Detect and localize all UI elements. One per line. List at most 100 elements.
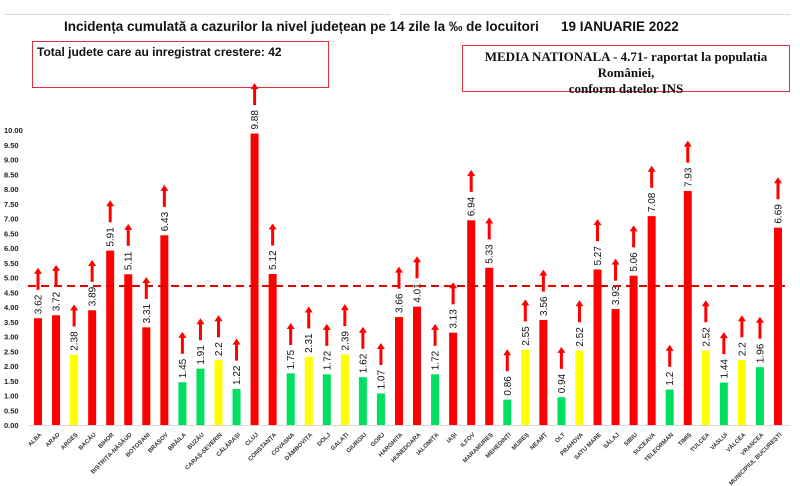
data-label: 2.55 (521, 326, 532, 346)
bar (539, 319, 548, 425)
trend-arrow-up-icon (214, 315, 223, 322)
bar (647, 216, 656, 425)
data-label: 5.11 (124, 251, 135, 270)
bar (286, 373, 295, 425)
top-rule (5, 14, 390, 15)
data-label: 2.2 (737, 342, 748, 356)
x-tick-label: SĂLAJ (602, 431, 621, 450)
data-label: 5.91 (106, 227, 117, 247)
trend-arrow-up-icon (774, 177, 782, 184)
x-tick-label: ARAD (45, 432, 62, 449)
y-tick-label: 9.50 (4, 141, 19, 150)
trend-arrow-up-icon (268, 223, 277, 230)
bar (665, 389, 674, 425)
trend-arrow-up-icon (70, 304, 79, 311)
trend-arrow-up-icon (88, 259, 97, 266)
data-label: 3.31 (142, 303, 153, 323)
y-tick-label: 5.00 (4, 274, 19, 283)
trend-arrow-up-icon (683, 140, 692, 147)
x-tick-label: BACĂU (77, 431, 97, 451)
data-label: 1.62 (358, 353, 369, 373)
trend-arrow-up-icon (647, 165, 656, 172)
trend-arrow-up-icon (106, 200, 115, 207)
trend-arrow-up-icon (737, 315, 746, 322)
bar (394, 317, 403, 425)
trend-arrow-up-icon (467, 169, 476, 176)
chart-title: Incidența cumulată a cazurilor la nivel … (64, 19, 539, 34)
bar (593, 269, 602, 425)
y-tick-label: 0.50 (4, 406, 19, 415)
bar (503, 399, 512, 425)
data-label: 2.39 (340, 331, 351, 351)
y-tick-label: 3.00 (4, 333, 19, 342)
data-label: 5.27 (593, 246, 604, 266)
data-label: 2.38 (70, 331, 81, 351)
x-tick-label: CLUJ (245, 432, 260, 447)
bar (88, 310, 97, 425)
bar (124, 274, 133, 425)
national-average-line1: MEDIA NATIONALA - 4.71- raportat la popu… (484, 49, 768, 80)
national-average-box: MEDIA NATIONALA - 4.71- raportat la popu… (462, 45, 790, 96)
bar (214, 360, 223, 425)
trend-arrow-up-icon (322, 323, 331, 330)
national-average-line2: conform datelor INS (568, 81, 684, 96)
trend-arrow-up-icon (124, 223, 133, 230)
data-label: 2.52 (701, 327, 712, 347)
bar (106, 250, 115, 425)
bar (358, 377, 367, 425)
trend-arrow-up-icon (557, 346, 566, 353)
y-tick-label: 10.00 (4, 126, 23, 135)
bar (52, 315, 61, 425)
y-tick-label: 0.00 (4, 421, 19, 430)
trend-arrow-up-icon (394, 266, 403, 273)
bar (142, 327, 151, 425)
trend-arrow-up-icon (431, 323, 440, 330)
trend-arrow-up-icon (160, 184, 169, 191)
bar (304, 356, 313, 425)
bar (431, 374, 440, 425)
data-label: 1.07 (376, 370, 387, 390)
data-label: 0.94 (557, 373, 568, 393)
data-label: 2.2 (214, 342, 225, 356)
top-rule (400, 14, 790, 15)
bar (34, 318, 42, 425)
trend-arrow-up-icon (611, 258, 620, 265)
y-tick-label: 1.00 (4, 392, 19, 401)
y-tick-label: 2.50 (4, 347, 19, 356)
trend-arrow-up-icon (34, 267, 42, 274)
data-label: 7.08 (647, 192, 658, 212)
data-label: 0.86 (503, 376, 514, 396)
x-tick-label: ALBA (27, 432, 43, 448)
data-label: 1.72 (431, 350, 442, 370)
bar (611, 309, 620, 425)
data-label: 5.33 (485, 244, 496, 264)
trend-arrow-up-icon (503, 349, 512, 356)
y-tick-label: 4.00 (4, 303, 19, 312)
bar (232, 389, 241, 425)
x-tick-label: ARGEȘ (60, 432, 79, 451)
trend-arrow-up-icon (413, 256, 422, 263)
x-tick-label: TIMIȘ (678, 432, 694, 448)
x-tick-label: DOLJ (317, 432, 333, 448)
x-tick-label: ILFOV (460, 432, 477, 449)
y-tick-label: 8.50 (4, 170, 19, 179)
x-tick-label: SIBIU (623, 432, 639, 448)
bar (268, 273, 277, 425)
data-label: 5.12 (268, 250, 279, 270)
trend-arrow-up-icon (755, 316, 764, 323)
x-tick-label: MUREȘ (511, 432, 531, 452)
data-label: 6.69 (774, 204, 785, 224)
bar (196, 368, 205, 425)
trend-arrow-up-icon (485, 217, 494, 224)
bar (719, 382, 728, 425)
data-label: 3.89 (88, 286, 99, 306)
y-tick-label: 6.00 (4, 244, 19, 253)
data-label: 3.72 (52, 291, 63, 311)
bar (250, 133, 259, 426)
x-tick-label: NEAMȚ (529, 432, 549, 452)
data-label: 1.91 (196, 345, 207, 365)
trend-arrow-up-icon (376, 343, 385, 350)
x-tick-label: TULCEA (690, 432, 712, 454)
trend-arrow-up-icon (593, 219, 602, 226)
